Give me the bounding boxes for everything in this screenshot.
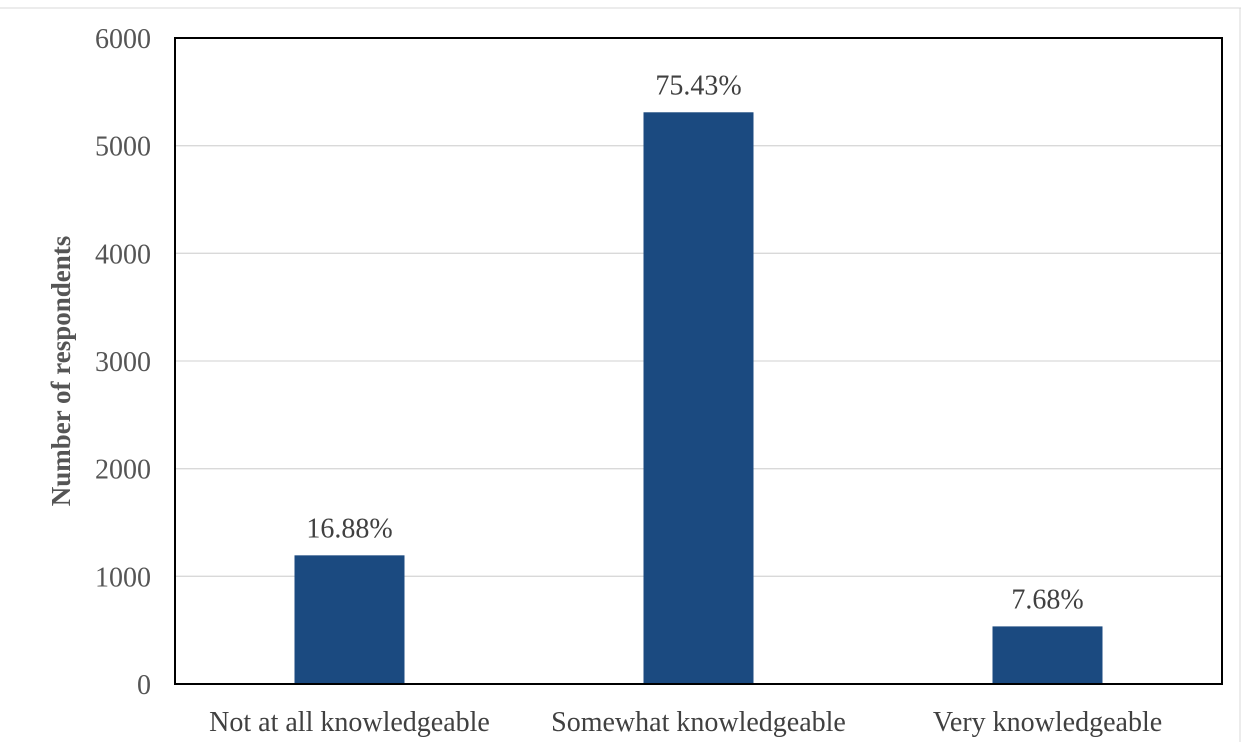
y-tick-label: 4000: [95, 239, 151, 270]
y-tick-label: 0: [137, 670, 151, 701]
x-category-label: Not at all knowledgeable: [209, 707, 490, 738]
bar: [992, 626, 1103, 684]
y-tick-label: 1000: [95, 562, 151, 593]
bar: [643, 112, 754, 685]
y-tick-label: 2000: [95, 455, 151, 486]
data-label: 16.88%: [306, 513, 392, 544]
data-label: 75.43%: [655, 70, 741, 101]
bars: [294, 112, 1103, 685]
y-axis-title: Number of respondents: [46, 236, 76, 507]
x-category-label: Somewhat knowledgeable: [551, 707, 846, 738]
y-tick-label: 3000: [95, 347, 151, 378]
y-tick-label: 6000: [95, 24, 151, 55]
plot-area-border: [174, 37, 1223, 685]
x-category-label: Very knowledgeable: [933, 707, 1162, 738]
data-label: 7.68%: [1011, 584, 1083, 615]
y-tick-label: 5000: [95, 132, 151, 163]
labels: 0 1000 2000 3000 4000 5000 6000 16.88% Not at al…: [95, 24, 1162, 738]
bar: [294, 555, 405, 684]
